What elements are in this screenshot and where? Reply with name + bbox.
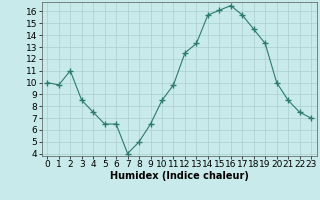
X-axis label: Humidex (Indice chaleur): Humidex (Indice chaleur) (110, 171, 249, 181)
